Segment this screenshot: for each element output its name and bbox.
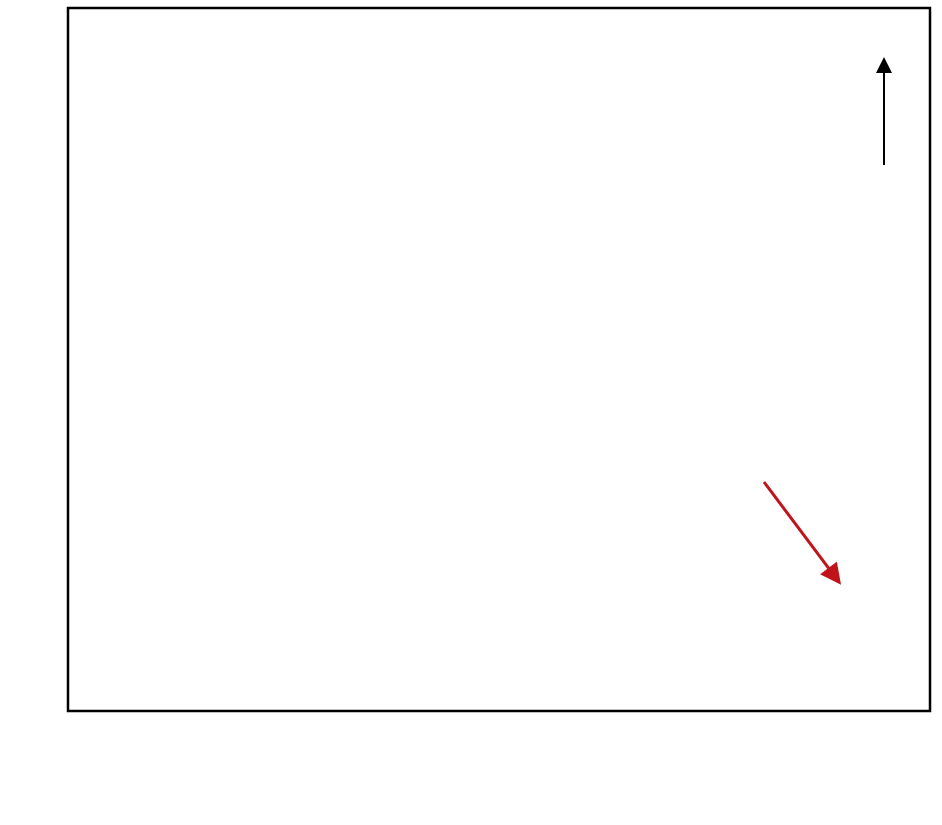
onset-arrow — [762, 481, 842, 585]
plot-frame — [66, 6, 932, 713]
